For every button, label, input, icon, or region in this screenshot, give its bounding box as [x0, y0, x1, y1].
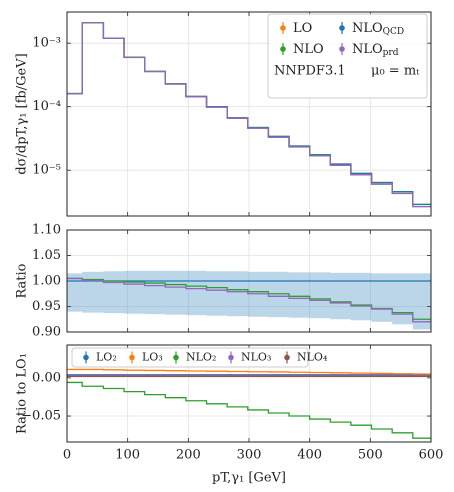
x-tick-label: 100 — [115, 448, 140, 463]
legend-marker — [280, 46, 286, 52]
uncertainty-band — [309, 272, 331, 319]
legend-label: NLO — [293, 42, 324, 57]
uncertainty-band — [330, 272, 351, 320]
y-tick-label: 1.05 — [32, 248, 61, 263]
uncertainty-band — [268, 271, 290, 318]
annotation: NNPDF3.1 — [274, 64, 346, 79]
step-line — [67, 22, 431, 208]
uncertainty-band — [185, 270, 207, 316]
frame — [66, 11, 432, 217]
legend-box — [267, 13, 428, 99]
legend-marker — [129, 354, 135, 361]
uncertainty-band — [144, 270, 166, 315]
legend-label: NLO — [352, 42, 383, 57]
x-axis-label: pT,γ₁ [GeV] — [212, 471, 286, 486]
legend-label: NLOQCD — [352, 21, 404, 37]
uncertainty-band — [289, 272, 310, 318]
legend-label: LO₂ — [96, 351, 117, 364]
legend-marker — [280, 25, 286, 31]
frame — [66, 229, 432, 333]
y-axis-label: dσ/dpT,γ₁ [fb/GeV] — [15, 53, 30, 174]
legend-label: NLO₃ — [241, 351, 271, 364]
legend-label: NLO₃ — [241, 351, 271, 364]
legend-label: LO₂ — [96, 351, 117, 364]
x-tick-label: 600 — [419, 448, 444, 463]
uncertainty-band — [82, 271, 104, 313]
x-tick-label: 400 — [297, 448, 322, 463]
legend-label: LO — [293, 21, 312, 36]
legend-label: NLO₂ — [186, 351, 216, 364]
legend-marker — [339, 25, 345, 31]
x-tick-label: 300 — [237, 448, 262, 463]
uncertainty-band — [350, 272, 372, 321]
legend-marker — [83, 354, 89, 361]
plot-area — [67, 270, 431, 330]
frame — [66, 344, 432, 443]
plot-area — [67, 21, 431, 208]
y-tick-label: 1.00 — [32, 274, 61, 289]
x-tick-label: 0 — [63, 448, 71, 463]
y-tick-label: 10⁻⁵ — [32, 163, 61, 178]
legend-label-sub: QCD — [383, 27, 404, 37]
legend-label-sub: prd — [383, 48, 399, 58]
uncertainty-band — [227, 271, 248, 317]
y-tick-label: 10⁻⁴ — [32, 99, 61, 114]
step-line — [67, 277, 431, 323]
legend-marker — [339, 46, 345, 52]
legend-label: LO₃ — [142, 351, 163, 364]
legend-box — [71, 347, 309, 368]
y-tick-label: 0.90 — [32, 325, 61, 340]
x-tick-label: 200 — [176, 448, 201, 463]
x-tick-label: 500 — [358, 448, 383, 463]
legend-label: NLO₄ — [297, 351, 328, 364]
annotation: μ₀ = mₜ — [371, 64, 420, 79]
legend-marker — [228, 354, 234, 361]
legend-marker — [284, 354, 290, 361]
y-axis-label: Ratio to LO₁ — [15, 353, 30, 434]
legend-label: NLOprd — [352, 42, 399, 58]
legend-label: LO₃ — [142, 351, 163, 364]
y-tick-label: 10⁻³ — [32, 36, 61, 51]
legend-label: NLO₄ — [297, 351, 328, 364]
uncertainty-band — [412, 273, 431, 330]
uncertainty-band — [206, 271, 228, 316]
y-tick-label: 1.10 — [32, 223, 61, 238]
legend-label: NLO₂ — [186, 351, 216, 364]
legend-marker — [173, 354, 179, 361]
uncertainty-band — [103, 271, 125, 314]
plot-area — [67, 368, 431, 439]
y-tick-label: 0.95 — [32, 299, 61, 314]
legend-label: LO — [293, 21, 312, 36]
uncertainty-band — [67, 273, 83, 312]
uncertainty-band — [165, 270, 186, 315]
y-axis-label: Ratio — [15, 263, 30, 298]
uncertainty-band — [392, 273, 413, 325]
step-line — [67, 381, 431, 439]
step-line — [67, 368, 431, 375]
y-tick-label: 0.00 — [32, 370, 61, 385]
legend-label: NLO — [293, 42, 324, 57]
legend-label: NLO — [352, 21, 383, 36]
y-tick-label: −0.05 — [21, 409, 61, 424]
uncertainty-band — [124, 270, 145, 314]
